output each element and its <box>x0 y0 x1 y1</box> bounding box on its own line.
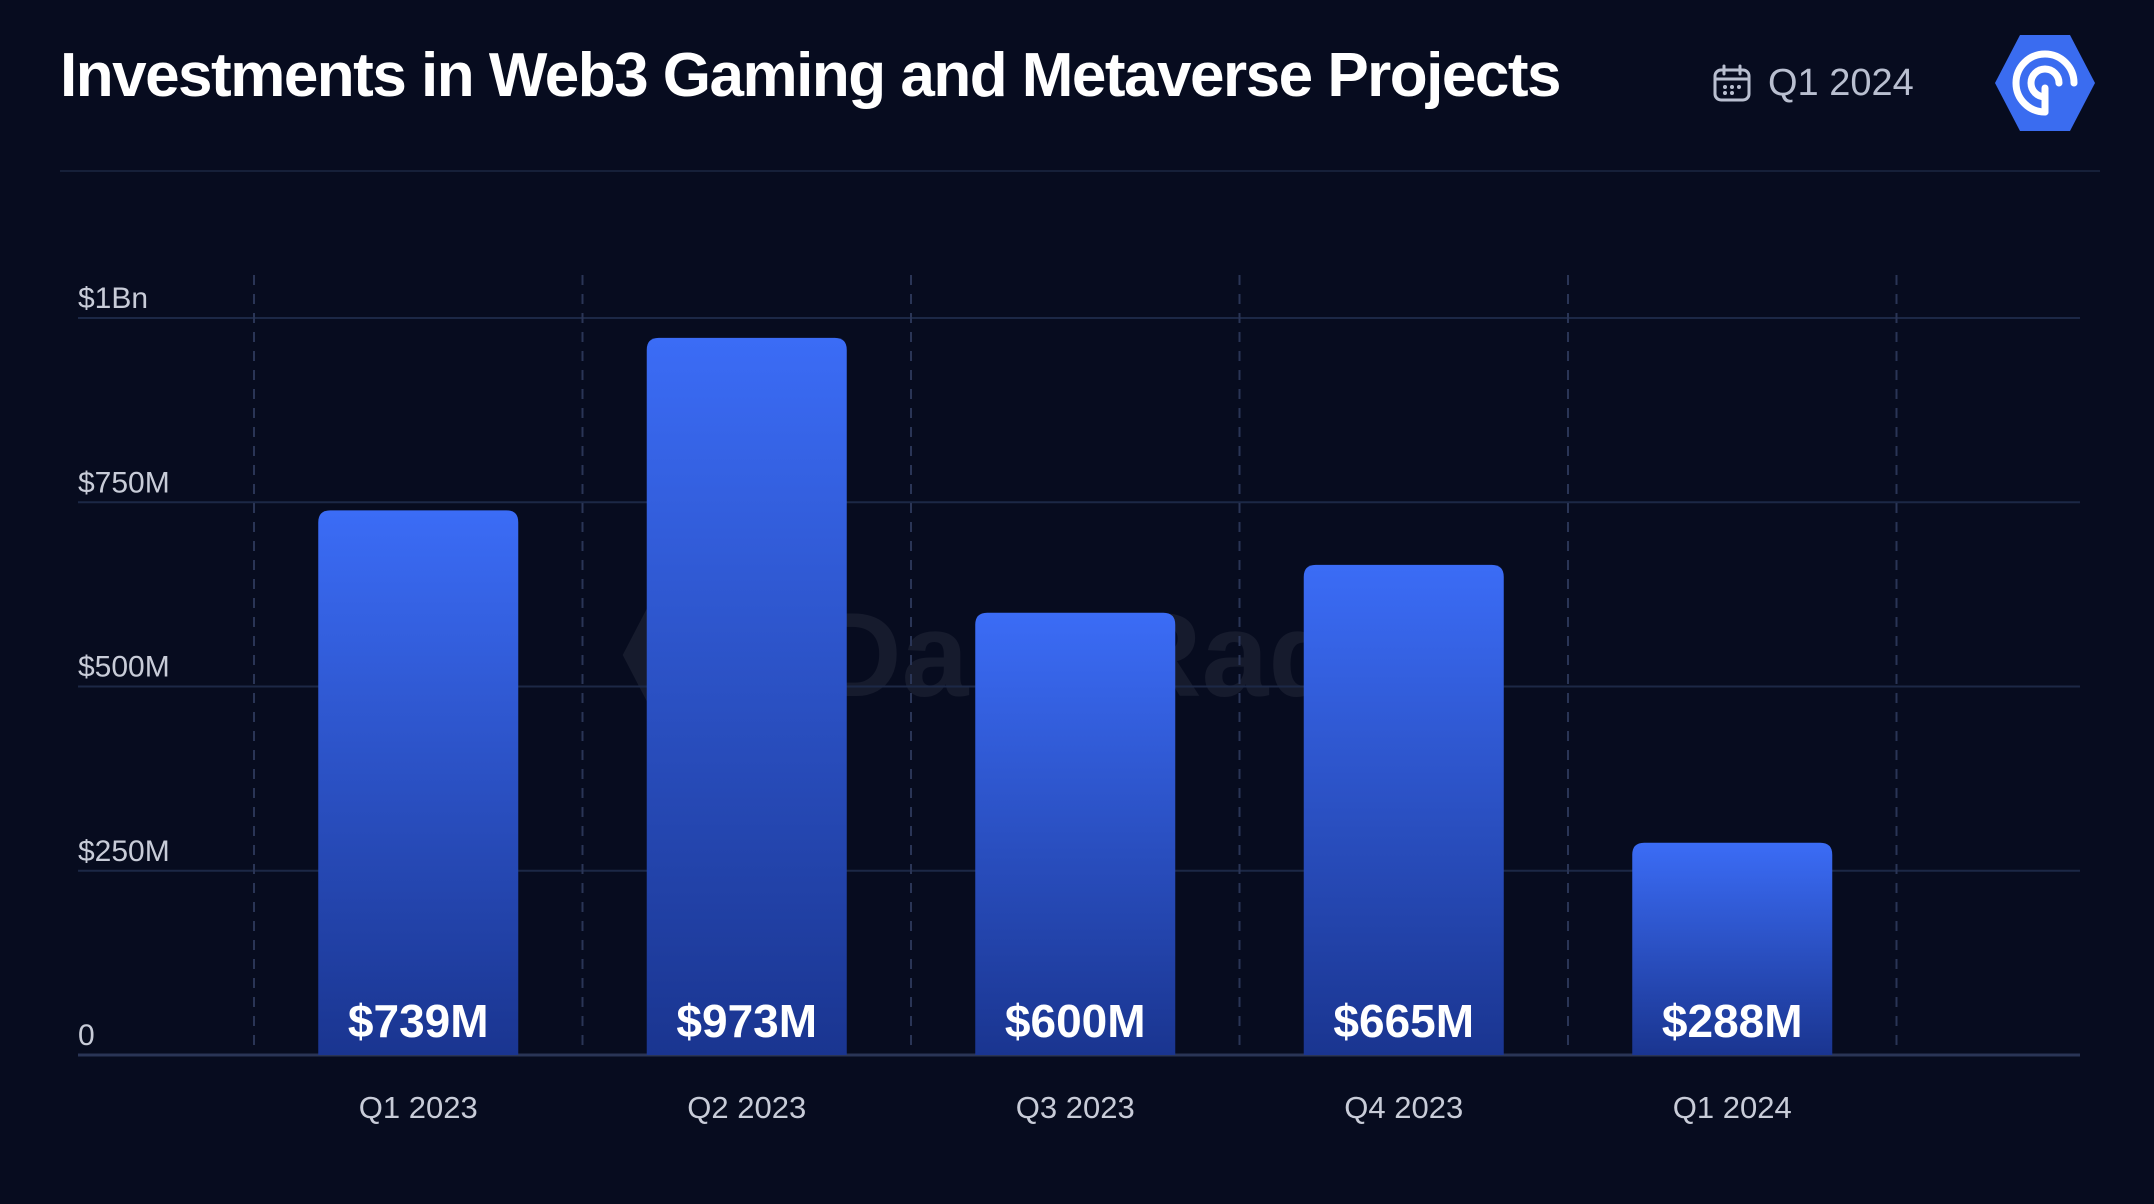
chart-title: Investments in Web3 Gaming and Metaverse… <box>60 41 1562 110</box>
bar-value-label: $665M <box>1333 995 1474 1047</box>
bar-value-label: $600M <box>1005 995 1146 1047</box>
header-divider <box>60 170 2100 172</box>
calendar-icon <box>1713 64 1751 102</box>
y-tick-label: $750M <box>78 466 170 499</box>
bar-q1-2024 <box>1632 842 1833 1055</box>
chart-header: Investments in Web3 Gaming and Metaverse… <box>60 28 2100 148</box>
bar-value-label: $288M <box>1662 995 1803 1047</box>
x-tick-label: Q3 2023 <box>1016 1090 1135 1125</box>
x-tick-label: Q2 2023 <box>687 1090 806 1125</box>
y-tick-label: $250M <box>78 835 170 868</box>
x-tick-label: Q4 2023 <box>1344 1090 1463 1125</box>
period-label: Q1 2024 <box>1768 61 1914 104</box>
x-tick-label: Q1 2023 <box>359 1090 478 1125</box>
y-tick-label: 0 <box>78 1019 95 1052</box>
bar-value-label: $739M <box>348 995 489 1047</box>
bar-q1-2023 <box>318 510 519 1055</box>
period-indicator: Q1 2024 <box>1712 58 1914 108</box>
y-tick-label: $1Bn <box>78 282 148 315</box>
bar-q3-2023 <box>975 612 1176 1055</box>
bar-q4-2023 <box>1303 564 1504 1055</box>
bar-value-label: $973M <box>676 995 817 1047</box>
bar-q2-2023 <box>646 337 847 1055</box>
y-tick-label: $500M <box>78 651 170 684</box>
dappradar-logo-icon <box>1995 35 2095 131</box>
x-tick-label: Q1 2024 <box>1673 1090 1792 1125</box>
